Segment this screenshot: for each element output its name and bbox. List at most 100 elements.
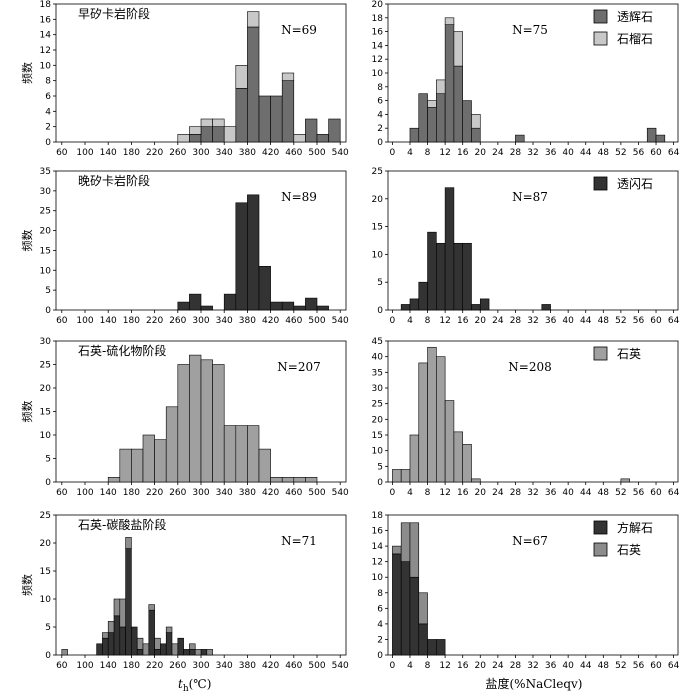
y-tick-label: 15 bbox=[40, 246, 51, 256]
y-tick-label: 45 bbox=[372, 337, 383, 347]
x-tick-label: 56 bbox=[633, 488, 645, 498]
x-tick-label: 380 bbox=[239, 316, 256, 326]
x-tick-label: 340 bbox=[216, 661, 233, 671]
bar-primary bbox=[400, 561, 411, 656]
y-tick-label: 18 bbox=[40, 0, 52, 10]
y-tick-label: 20 bbox=[372, 195, 384, 205]
x-tick-label: 220 bbox=[146, 316, 163, 326]
legend-swatch bbox=[593, 346, 608, 361]
x-tick-label: 40 bbox=[562, 661, 574, 671]
x-tick-label: 24 bbox=[492, 316, 504, 326]
x-tick-label: 20 bbox=[475, 316, 487, 326]
legend-label: 透闪石 bbox=[617, 177, 653, 191]
x-tick-label: 500 bbox=[308, 661, 325, 671]
x-tick-label: 60 bbox=[56, 316, 68, 326]
x-tick-label: 44 bbox=[580, 661, 592, 671]
bar-secondary bbox=[154, 637, 161, 650]
bar-secondary bbox=[247, 11, 260, 28]
x-tick-label: 540 bbox=[332, 661, 349, 671]
y-tick-label: 10 bbox=[372, 573, 384, 583]
sample-count-label: N=89 bbox=[281, 190, 317, 204]
x-tick-label: 52 bbox=[615, 316, 626, 326]
bar-primary bbox=[316, 305, 329, 311]
bar-primary bbox=[392, 469, 402, 483]
x-tick-label: 100 bbox=[76, 316, 93, 326]
y-tick-label: 20 bbox=[372, 0, 384, 10]
bar-primary bbox=[270, 476, 283, 483]
bar-primary bbox=[392, 553, 402, 656]
x-tick-label: 140 bbox=[100, 661, 117, 671]
y-tick-label: 10 bbox=[372, 69, 384, 79]
x-tick-label: 28 bbox=[510, 488, 522, 498]
bar-primary bbox=[165, 632, 173, 656]
bar-primary bbox=[119, 626, 126, 656]
bar-secondary bbox=[102, 632, 109, 639]
x-tick-label: 56 bbox=[633, 661, 645, 671]
x-tick-label: 24 bbox=[492, 148, 504, 158]
x-tick-label: 4 bbox=[407, 316, 413, 326]
x-tick-label: 16 bbox=[457, 316, 469, 326]
bar-primary bbox=[418, 281, 428, 311]
bar-primary bbox=[148, 609, 155, 656]
bar-primary bbox=[200, 126, 213, 143]
x-tick-label: 260 bbox=[169, 488, 186, 498]
y-tick-label: 6 bbox=[45, 92, 51, 102]
y-tick-label: 0 bbox=[45, 651, 51, 661]
x-tick-label: 100 bbox=[76, 661, 93, 671]
x-tick-label: 420 bbox=[262, 661, 279, 671]
y-tick-label: 15 bbox=[372, 223, 383, 233]
bar-primary bbox=[427, 107, 437, 143]
bar-secondary bbox=[444, 17, 455, 25]
x-tick-label: 64 bbox=[668, 148, 680, 158]
x-tick-label: 40 bbox=[562, 488, 574, 498]
bar-secondary bbox=[200, 118, 213, 127]
x-tick-label: 260 bbox=[169, 148, 186, 158]
x-tick-label: 8 bbox=[425, 661, 431, 671]
bar-primary bbox=[400, 469, 411, 483]
y-tick-label: 20 bbox=[372, 415, 384, 425]
y-tick-label: 15 bbox=[40, 408, 51, 418]
bar-primary bbox=[305, 118, 318, 143]
bar-primary bbox=[131, 448, 144, 483]
y-tick-label: 0 bbox=[377, 306, 383, 316]
bar-primary bbox=[281, 476, 295, 483]
x-tick-label: 0 bbox=[390, 661, 396, 671]
x-tick-label: 48 bbox=[598, 488, 610, 498]
x-tick-label: 8 bbox=[425, 148, 431, 158]
y-tick-label: 16 bbox=[372, 527, 384, 537]
bar-primary bbox=[270, 95, 283, 143]
bar-primary bbox=[223, 425, 237, 483]
bar-primary bbox=[102, 637, 109, 656]
bar-secondary bbox=[436, 79, 446, 95]
y-tick-label: 30 bbox=[372, 384, 384, 394]
bar-primary bbox=[305, 476, 318, 483]
bar-secondary bbox=[177, 134, 190, 143]
bar-primary bbox=[409, 298, 420, 311]
y-tick-label: 6 bbox=[377, 604, 383, 614]
x-tick-label: 12 bbox=[439, 488, 450, 498]
x-tick-label: 260 bbox=[169, 316, 186, 326]
x-tick-label: 500 bbox=[308, 316, 325, 326]
x-tick-label: 28 bbox=[510, 148, 522, 158]
x-tick-label: 60 bbox=[56, 148, 68, 158]
bar-primary bbox=[293, 476, 306, 483]
y-tick-label: 4 bbox=[377, 110, 383, 120]
left-x-axis-title: th(℃) bbox=[178, 677, 211, 692]
x-tick-label: 140 bbox=[100, 488, 117, 498]
x-tick-label: 32 bbox=[527, 488, 538, 498]
bar-primary bbox=[316, 134, 329, 143]
y-tick-label: 16 bbox=[372, 28, 384, 38]
y-axis-label: 频数 bbox=[20, 574, 34, 596]
y-axis-label: 频数 bbox=[20, 230, 34, 252]
x-tick-label: 300 bbox=[192, 148, 209, 158]
x-tick-label: 40 bbox=[562, 316, 574, 326]
y-tick-label: 0 bbox=[377, 138, 383, 148]
bar-secondary bbox=[427, 100, 437, 108]
chart-panel-1: 0 2 4 6 8 10 12 14 16 18 60 100 140 180 220 260 300 340 38… bbox=[20, 0, 349, 158]
bar-primary bbox=[270, 301, 283, 311]
bar-primary bbox=[444, 187, 455, 311]
x-tick-label: 380 bbox=[239, 488, 256, 498]
bar-primary bbox=[107, 632, 115, 656]
